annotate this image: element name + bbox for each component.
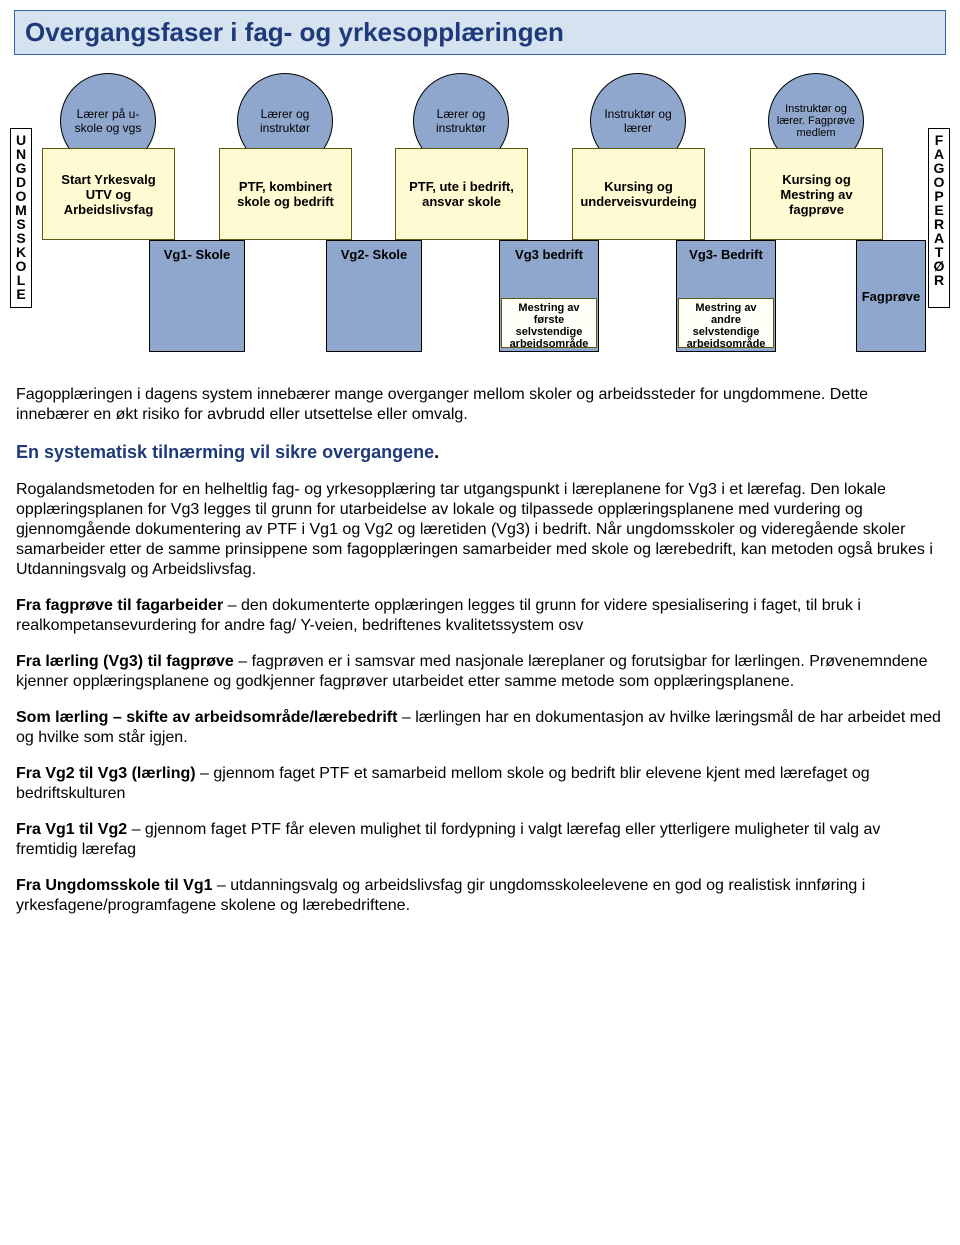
diagram: UNGDOMSSKOLE FAGOPERATØR Lærer på u-skol… xyxy=(0,73,960,373)
p6-lead: Fra Vg1 til Vg2 xyxy=(16,821,127,838)
title-bar: Overgangsfaser i fag- og yrkesopplæringe… xyxy=(14,10,946,55)
page-title: Overgangsfaser i fag- og yrkesopplæringe… xyxy=(25,17,935,48)
paragraph-3: Fra lærling (Vg3) til fagprøve – fagprøv… xyxy=(16,652,944,692)
sub-box-1: Mestring av første selvstendige arbeidso… xyxy=(501,298,597,348)
right-vertical-label: FAGOPERATØR xyxy=(928,128,950,308)
paragraph-6: Fra Vg1 til Vg2 – gjennom faget PTF får … xyxy=(16,820,944,860)
yellow-box-3: PTF, ute i bedrift, ansvar skole xyxy=(395,148,528,240)
p6-rest: – gjennom faget PTF får eleven mulighet … xyxy=(16,821,880,858)
blue-box-2: Vg2- Skole xyxy=(326,240,422,352)
yellow-box-2: PTF, kombinert skole og bedrift xyxy=(219,148,352,240)
yellow-box-4: Kursing og underveisvurdeing xyxy=(572,148,705,240)
paragraph-2: Fra fagprøve til fagarbeider – den dokum… xyxy=(16,596,944,636)
subheading-text: En systematisk tilnærming vil sikre over… xyxy=(16,442,434,462)
paragraph-5: Fra Vg2 til Vg3 (lærling) – gjennom fage… xyxy=(16,764,944,804)
yellow-box-5: Kursing og Mestring av fagprøve xyxy=(750,148,883,240)
p2-lead: Fra fagprøve til fagarbeider xyxy=(16,597,223,614)
yellow-box-1: Start Yrkesvalg UTV og Arbeidslivsfag xyxy=(42,148,175,240)
p5-lead: Fra Vg2 til Vg3 (lærling) xyxy=(16,765,196,782)
paragraph-7: Fra Ungdomsskole til Vg1 – utdanningsval… xyxy=(16,876,944,916)
paragraph-1: Rogalandsmetoden for en helheltlig fag- … xyxy=(16,480,944,580)
intro-paragraph: Fagopplæringen i dagens system innebærer… xyxy=(16,385,944,425)
p4-lead: Som lærling – skifte av arbeidsområde/læ… xyxy=(16,709,397,726)
body-text: Fagopplæringen i dagens system innebærer… xyxy=(0,373,960,952)
p7-lead: Fra Ungdomsskole til Vg1 xyxy=(16,877,212,894)
subheading: En systematisk tilnærming vil sikre over… xyxy=(16,441,944,464)
left-vertical-label: UNGDOMSSKOLE xyxy=(10,128,32,308)
paragraph-4: Som lærling – skifte av arbeidsområde/læ… xyxy=(16,708,944,748)
p3-lead: Fra lærling (Vg3) til fagprøve xyxy=(16,653,234,670)
blue-box-5: Fagprøve xyxy=(856,240,926,352)
blue-box-1: Vg1- Skole xyxy=(149,240,245,352)
sub-box-2: Mestring av andre selvstendige arbeidsom… xyxy=(678,298,774,348)
